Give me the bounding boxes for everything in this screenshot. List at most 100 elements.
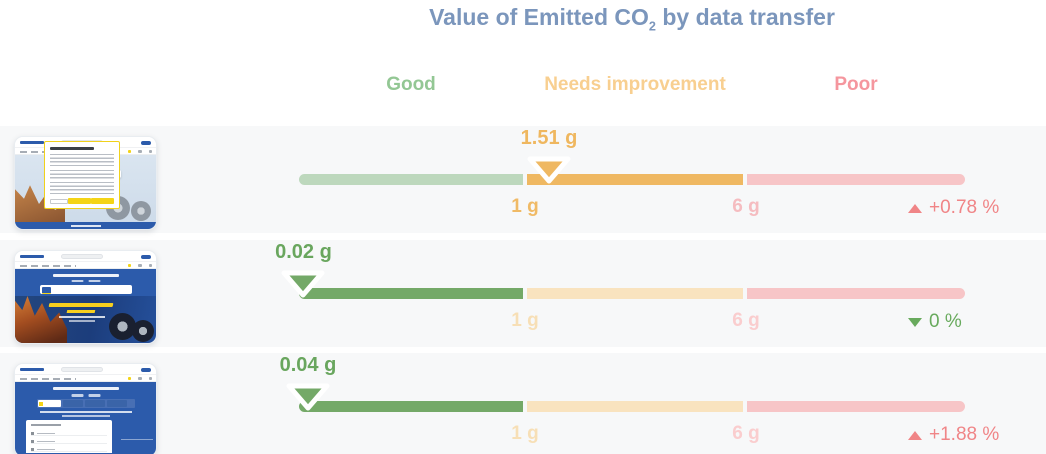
cart-icon xyxy=(127,376,131,380)
thumb-account-button xyxy=(141,368,151,372)
gauge-segment-needs-improvement xyxy=(527,401,743,412)
hero-headline-line xyxy=(48,303,114,307)
thumb-nav-links xyxy=(20,265,76,267)
thumb-band-headline-line xyxy=(52,274,119,277)
michelin-logo xyxy=(20,141,44,144)
tab-shape xyxy=(62,400,83,407)
tab-shape xyxy=(84,400,105,407)
thumb-band-link xyxy=(88,279,100,282)
gauge-segment-poor xyxy=(747,174,965,185)
title-subscript: 2 xyxy=(648,19,656,34)
cookie-consent-dialog xyxy=(44,141,120,209)
co2-value-label: 0.04 g xyxy=(279,354,337,376)
thumb-site-header xyxy=(15,364,156,374)
michelin-logo xyxy=(20,255,44,258)
band-header-needs-improvement: Needs improvement xyxy=(544,74,726,95)
page-thumbnail-homepage[interactable] xyxy=(14,250,157,344)
dealer-icon xyxy=(138,149,142,153)
report-row-homepage: 0.02 g 1 g 6 g 0 % xyxy=(0,240,1046,347)
account-icon xyxy=(148,263,152,267)
thumb-band-link xyxy=(88,394,100,397)
dropdown-item xyxy=(31,448,107,452)
hero-text-line xyxy=(69,320,95,322)
thumb-divider-line xyxy=(121,439,153,440)
gauge-segment-good xyxy=(299,401,523,412)
active-tab-shape xyxy=(37,400,61,407)
thumb-paragraph-line xyxy=(61,415,110,417)
account-icon xyxy=(148,149,152,153)
delta-arrow-icon xyxy=(908,203,922,213)
dropdown-header-line xyxy=(31,424,61,426)
page-thumbnail-search-dropdown[interactable] xyxy=(14,363,157,454)
gauge-segment-poor xyxy=(747,401,965,412)
cookie-dialog-text-block xyxy=(50,170,114,179)
page-title: Value of Emitted CO2 by data transfer xyxy=(299,4,965,34)
gauge-segment-poor xyxy=(747,288,965,299)
thumb-nav-bar xyxy=(15,261,156,269)
thumb-nav-links xyxy=(20,378,76,380)
thumb-open-dropdown-panel xyxy=(26,420,112,453)
refuse-cookies-button-shape xyxy=(50,198,68,204)
cart-icon xyxy=(127,149,131,153)
co2-value-label: 1.51 g xyxy=(520,127,578,149)
thumb-nav-bar xyxy=(15,374,156,382)
threshold-label-6g: 6 g xyxy=(732,196,760,217)
michelin-logo xyxy=(20,368,44,371)
page-thumbnail-cookie-consent[interactable] xyxy=(14,136,157,230)
thumb-site-header xyxy=(15,251,156,261)
dealer-icon xyxy=(138,263,142,267)
co2-value-label: 0.02 g xyxy=(275,241,332,263)
thumb-blue-search-band xyxy=(15,269,156,296)
search-field-icon xyxy=(41,286,51,294)
thumb-paragraph-line xyxy=(39,411,132,413)
delta-text: 0 % xyxy=(929,311,962,332)
thumb-band-link xyxy=(71,279,83,282)
cookie-dialog-buttons xyxy=(50,198,114,204)
delta-text: +1.88 % xyxy=(929,424,1000,445)
band-header-good: Good xyxy=(386,74,436,95)
thumb-hero-banner xyxy=(15,296,156,343)
tab-shape xyxy=(106,400,127,407)
gauge-segment-good xyxy=(299,288,523,299)
gauge-segment-needs-improvement xyxy=(527,174,743,185)
report-row-cookie-page: 1.51 g 1 g 6 g +0.78 % xyxy=(0,126,1046,233)
thumb-account-button xyxy=(141,141,151,145)
thumb-tire-search-field xyxy=(39,285,132,294)
thumb-search-tabs xyxy=(36,399,135,408)
cookie-dialog-text-block xyxy=(50,182,114,195)
title-text-suffix: by data transfer xyxy=(655,4,835,30)
accept-cookies-button-shape xyxy=(91,198,114,204)
tire-image xyxy=(109,313,136,340)
delta-arrow-icon xyxy=(908,430,922,440)
thumb-band-link xyxy=(71,394,83,397)
tire-image xyxy=(132,320,154,342)
delta-percentage: 0 % xyxy=(908,311,962,333)
title-text: Value of Emitted CO xyxy=(429,4,649,30)
dropdown-item xyxy=(31,440,107,444)
thumb-blue-footer-strip xyxy=(15,222,156,229)
threshold-label-6g: 6 g xyxy=(732,310,760,331)
threshold-label-6g: 6 g xyxy=(732,423,760,444)
delta-percentage: +0.78 % xyxy=(908,197,999,219)
account-icon xyxy=(148,376,152,380)
gauge-marker-icon xyxy=(286,383,330,411)
delta-percentage: +1.88 % xyxy=(908,424,999,446)
gauge-marker-icon xyxy=(527,156,571,184)
thumb-blue-page-body xyxy=(15,382,156,454)
threshold-label-1g: 1 g xyxy=(511,196,539,217)
band-header-poor: Poor xyxy=(834,74,878,95)
cookie-dialog-text-block xyxy=(50,154,114,167)
threshold-label-1g: 1 g xyxy=(511,423,539,444)
manage-cookies-button-shape xyxy=(68,198,91,204)
thumb-nav-icons xyxy=(127,263,152,267)
thumb-band-links xyxy=(71,394,100,397)
dropdown-item xyxy=(31,432,107,436)
thumb-band-headline-line xyxy=(52,387,119,390)
thumb-search-bar xyxy=(61,254,103,259)
thumb-nav-icons xyxy=(127,149,152,153)
dealer-icon xyxy=(138,376,142,380)
cookie-dialog-title-line xyxy=(50,147,94,150)
thumb-nav-icons xyxy=(127,376,152,380)
hero-text-line xyxy=(59,316,105,318)
